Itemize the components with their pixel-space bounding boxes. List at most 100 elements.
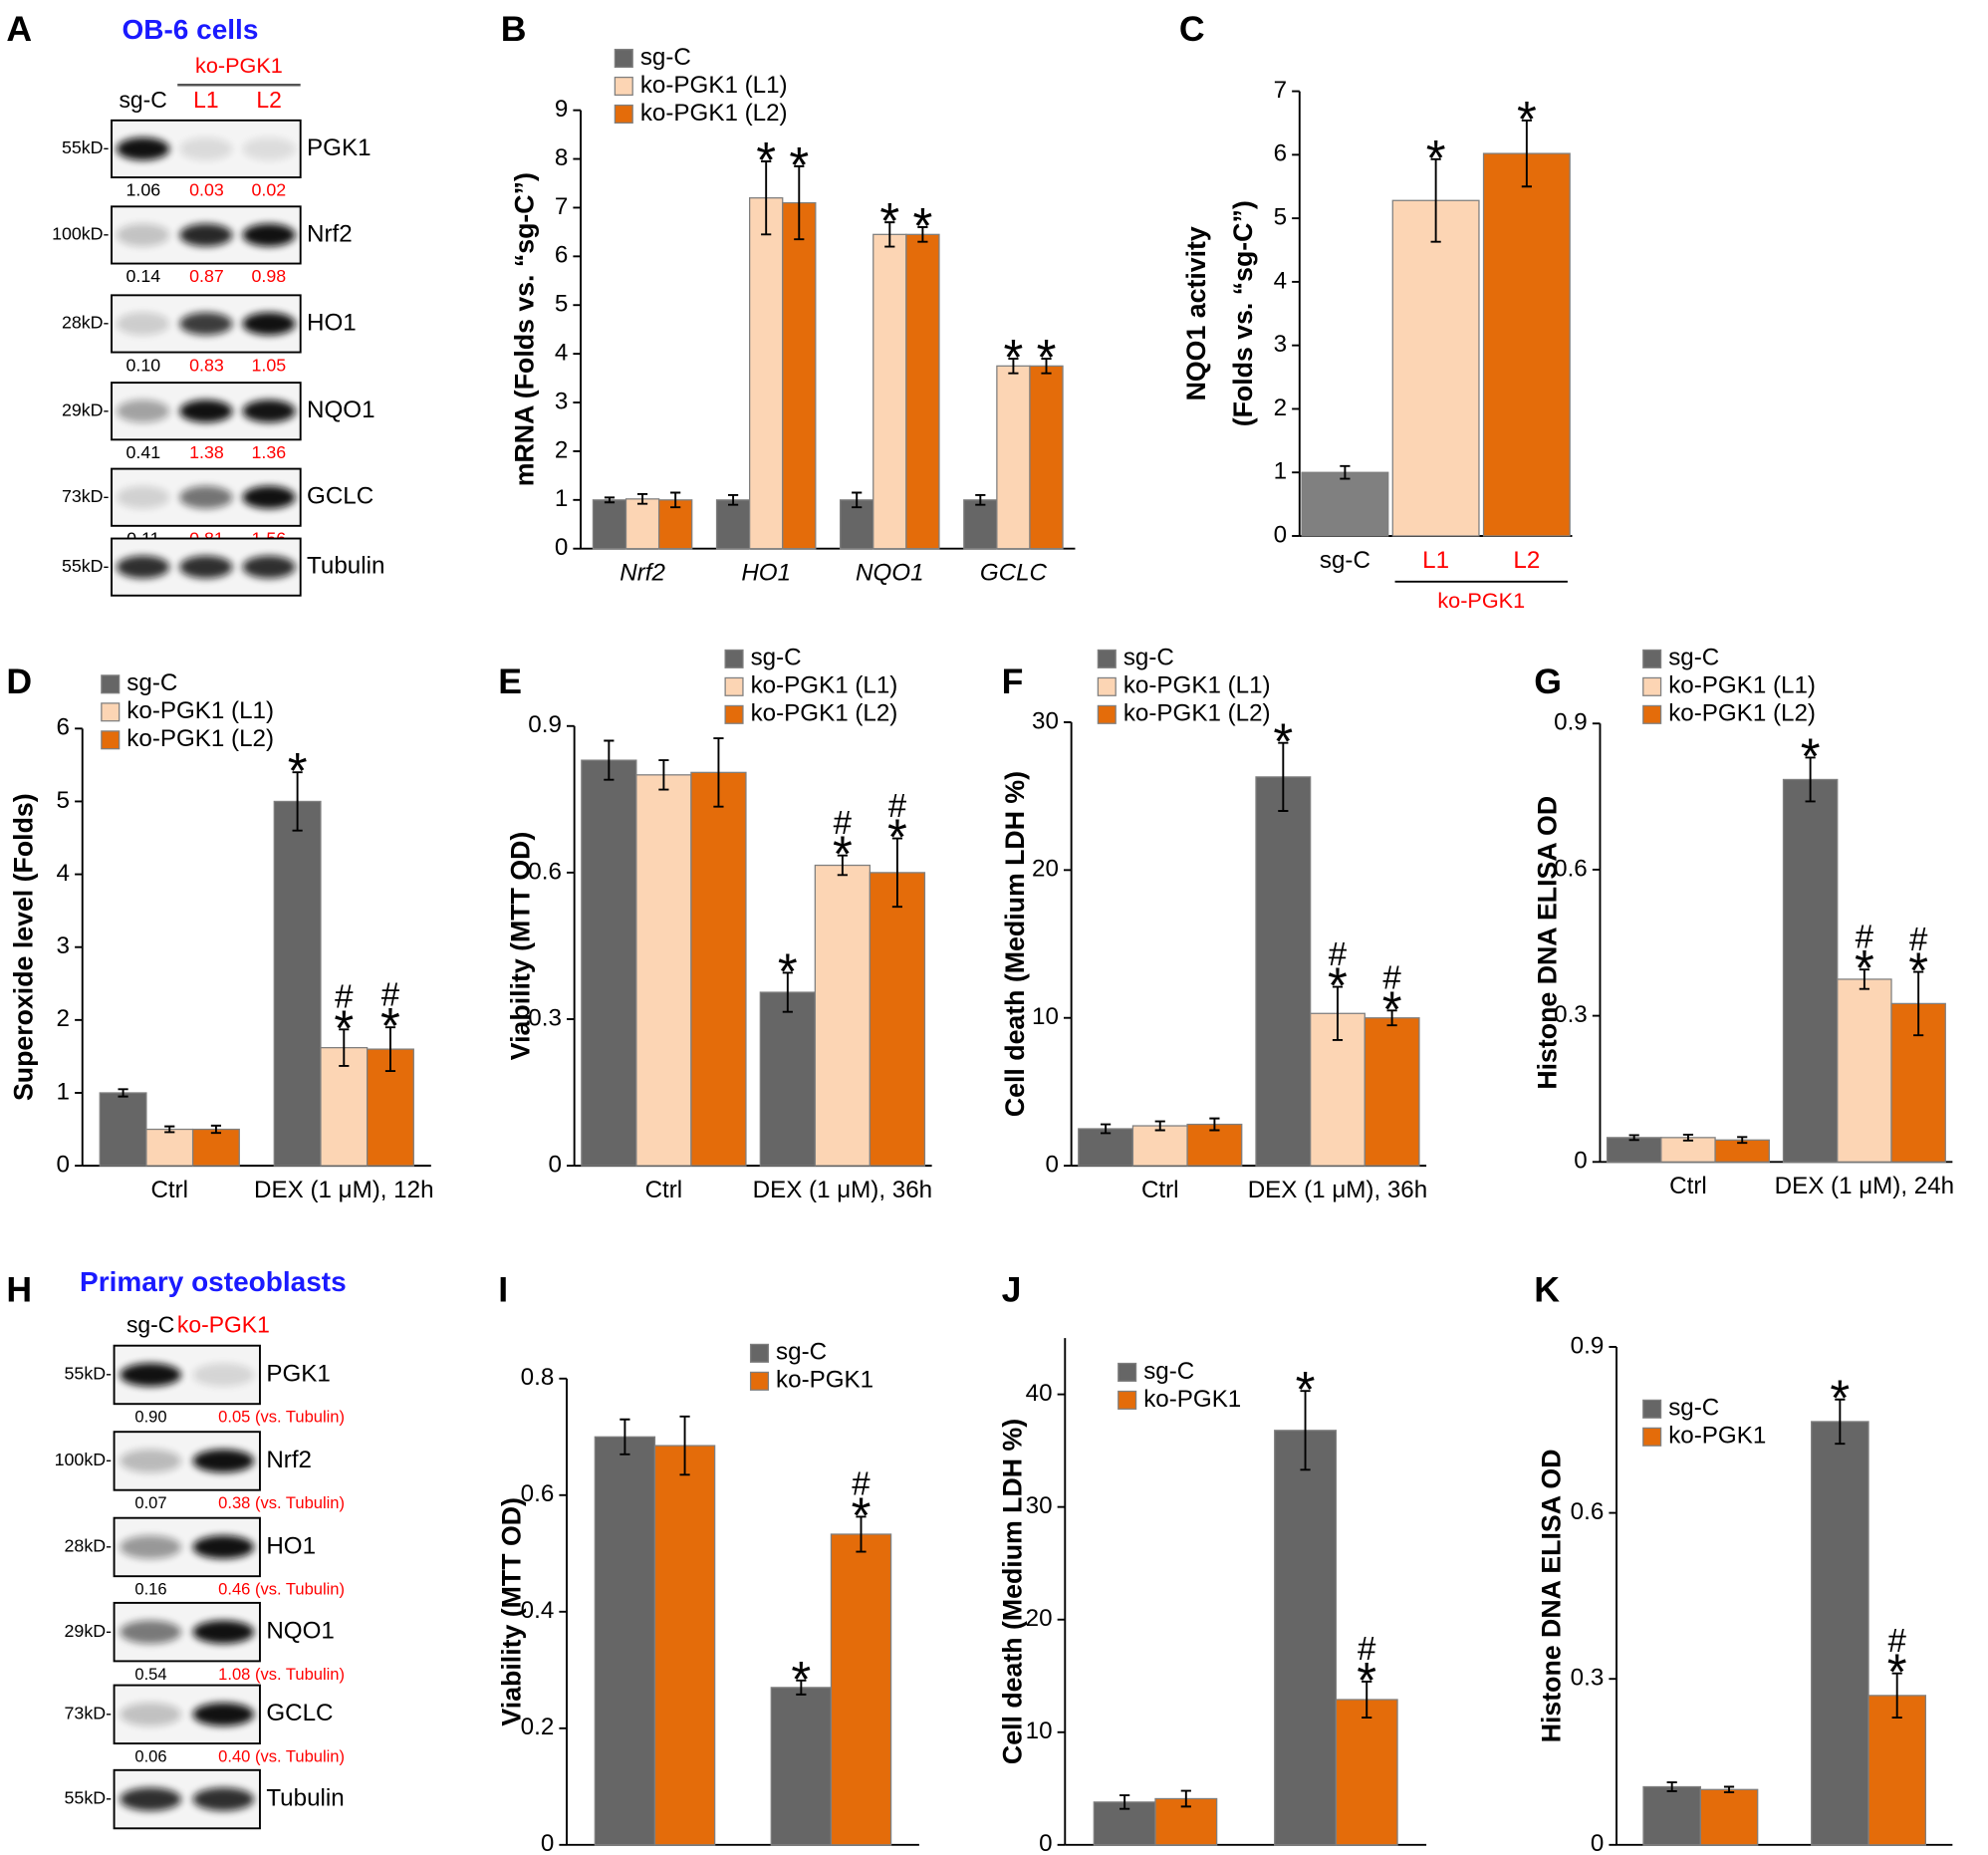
legend-label: ko-PGK1 (L1) [126,697,274,724]
panel-letter: K [1534,1270,1560,1310]
blot-band [120,1787,181,1811]
blot-band [117,399,170,423]
legend-swatch [1118,1390,1137,1410]
bar [1837,978,1892,1163]
quantification: 0.98 [252,266,287,286]
bar [830,1533,892,1846]
error-bar [1430,157,1441,243]
significance-marker: * [778,942,798,999]
y-tick-label: 2 [555,436,568,463]
bar [996,365,1031,550]
legend-label: ko-PGK1 [1668,1423,1766,1450]
y-tick-label: 3 [1274,331,1287,358]
x-tick-label: L1 [1422,547,1449,574]
legend-swatch [101,674,121,694]
y-tick-label: 2 [1274,395,1287,421]
significance-marker: * [1328,957,1348,1014]
error-bar [856,1515,867,1553]
error-bar [292,771,303,832]
legend-label: ko-PGK1 (L1) [1123,672,1271,699]
significance-marker: * [1887,1644,1907,1701]
significance-marker: * [334,999,354,1056]
legend-swatch [1642,676,1662,696]
significance-marker: * [1908,942,1928,999]
blot-band [242,136,296,160]
y-tick-label: 20 [1026,1605,1053,1632]
legend-label: ko-PGK1 (L2) [751,700,898,727]
y-tick-label: 0.9 [1571,1332,1605,1359]
legend-swatch [101,702,121,722]
bar [1782,778,1839,1163]
quantification: 0.54 [134,1665,166,1684]
y-tick-label: 0.9 [528,711,562,738]
mw-label: 55kD- [62,137,110,157]
bar [191,1128,240,1167]
lane-label: sg-C [119,87,166,113]
y-tick-label: 0.3 [1554,1001,1588,1028]
error-bar [1008,358,1019,375]
bar [1029,365,1064,550]
bar [145,1128,194,1167]
error-bar [794,164,805,241]
mw-label: 29kD- [65,1621,113,1641]
y-tick-label: 0.3 [528,1004,562,1031]
y-tick-label: 0.6 [521,1480,555,1507]
error-bar [1737,1136,1748,1145]
bar [869,872,926,1167]
panel-letter: F [1002,662,1024,701]
y-tick-label: 0.8 [521,1364,555,1391]
y-tick-label: 4 [555,340,568,367]
quantification: 0.16 [134,1580,166,1599]
x-tick-label: sg-C [1320,547,1370,574]
significance-marker: * [1382,980,1402,1037]
mw-label: 100kD- [55,1450,112,1469]
error-bar [796,1679,807,1696]
error-bar [1859,968,1869,990]
error-bar [118,1088,128,1098]
significance-marker: # [1887,1623,1906,1660]
y-tick-label: 0 [541,1830,554,1855]
protein-label: PGK1 [307,134,371,161]
legend-label: ko-PGK1 (L2) [1668,700,1816,727]
error-bar [975,493,986,506]
y-tick-label: 1 [57,1078,70,1105]
legend-swatch [749,1343,770,1363]
blot-band [120,1535,181,1559]
bar [1699,1788,1759,1846]
y-tick-label: 0 [1591,1830,1604,1855]
blot-band [179,485,233,509]
protein-label: GCLC [307,483,373,510]
y-tick-label: 0 [1045,1152,1058,1179]
blot-title: OB-6 cells [122,14,258,45]
panel-letter: H [6,1270,32,1310]
significance-marker: * [1801,727,1821,784]
blot-band [242,312,296,336]
blot-band [120,1620,181,1644]
bar [1186,1123,1243,1167]
legend-swatch [1642,1427,1662,1447]
error-bar [384,1026,396,1072]
error-bar [679,1415,690,1476]
error-bar [1913,970,1924,1037]
error-bar [852,491,863,509]
blot-band [117,136,170,160]
blot-band [192,1363,255,1387]
legend-label: ko-PGK1 [776,1367,873,1394]
quantification: 0.87 [189,266,224,286]
error-bar [339,1028,350,1067]
blot-band [192,1787,255,1811]
lane-label: L2 [256,87,281,113]
legend-label: ko-PGK1 (L1) [1668,672,1816,699]
error-bar [1386,1009,1397,1027]
y-axis-label: Viability (MTT OD) [497,1497,527,1725]
significance-marker: * [1296,1361,1316,1418]
protein-label: Tubulin [307,553,384,580]
mw-label: 29kD- [62,399,110,419]
y-tick-label: 6 [57,714,70,741]
error-bar [884,221,895,248]
significance-marker: * [1517,91,1537,147]
legend-swatch [101,730,121,750]
legend-swatch [1097,676,1117,696]
significance-marker: * [1004,329,1024,386]
legend-label: sg-C [1668,1395,1719,1422]
